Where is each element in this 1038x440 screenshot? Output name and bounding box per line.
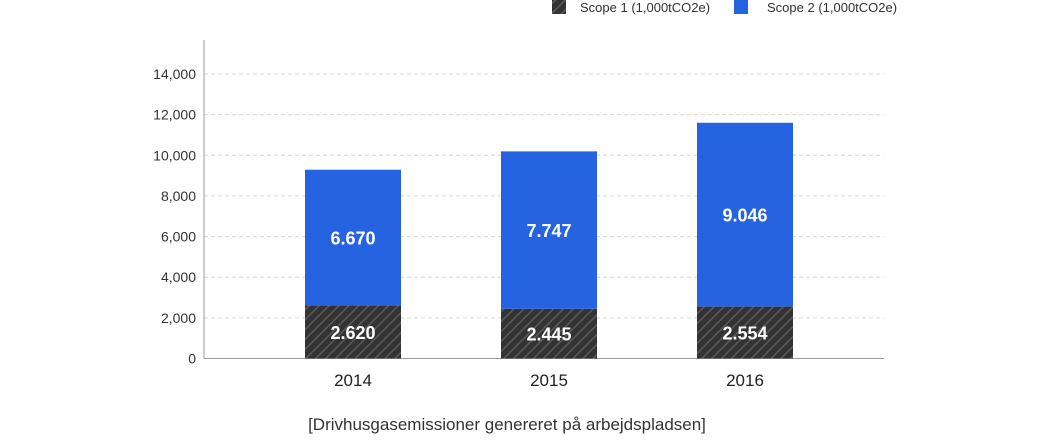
- data-labels: 2.620 6.670 2.445 7.747 2.554 9.046: [330, 206, 767, 345]
- legend-swatch: [734, 0, 748, 14]
- bar-scope2-2016: [697, 122, 793, 307]
- data-label: 2.445: [526, 325, 571, 345]
- legend: Scope 1 (1,000tCO2e) Scope 2 (1,000tCO2e): [552, 0, 897, 15]
- bar-scope2-2015: [501, 151, 597, 309]
- y-tick-label: 12,000: [153, 107, 196, 123]
- data-label: 7.747: [526, 221, 571, 241]
- y-tick-label: 2,000: [161, 310, 196, 326]
- y-tick-label: 6,000: [161, 229, 196, 245]
- data-label: 9.046: [722, 206, 767, 226]
- y-tick-label: 4,000: [161, 269, 196, 285]
- bar-scope1-2014: [305, 305, 401, 359]
- y-tick-label: 10,000: [153, 147, 196, 163]
- legend-swatch: [552, 0, 566, 14]
- x-tick-label: 2016: [726, 371, 764, 390]
- y-tick-label: 14,000: [153, 66, 196, 82]
- y-tick-label: 0: [188, 351, 196, 367]
- x-tick-label: 2015: [530, 371, 568, 390]
- axes: 0 2,000 4,000 6,000 8,000 10,000 12,000 14,000 2…: [153, 40, 884, 390]
- legend-label: Scope 2 (1,000tCO2e): [767, 0, 897, 15]
- legend-label: Scope 1 (1,000tCO2e): [580, 0, 710, 15]
- x-tick-label: 2014: [334, 371, 372, 390]
- chart-caption: [Drivhusgasemissioner genereret på arbej…: [308, 415, 706, 434]
- data-label: 6.670: [330, 228, 375, 248]
- data-label: 2.554: [722, 324, 767, 344]
- data-label: 2.620: [330, 323, 375, 343]
- bar-scope1-2016: [697, 306, 793, 359]
- y-tick-label: 8,000: [161, 188, 196, 204]
- bar-scope1-2015: [501, 308, 597, 359]
- bar-scope2-2014: [305, 169, 401, 306]
- bars: [305, 122, 793, 359]
